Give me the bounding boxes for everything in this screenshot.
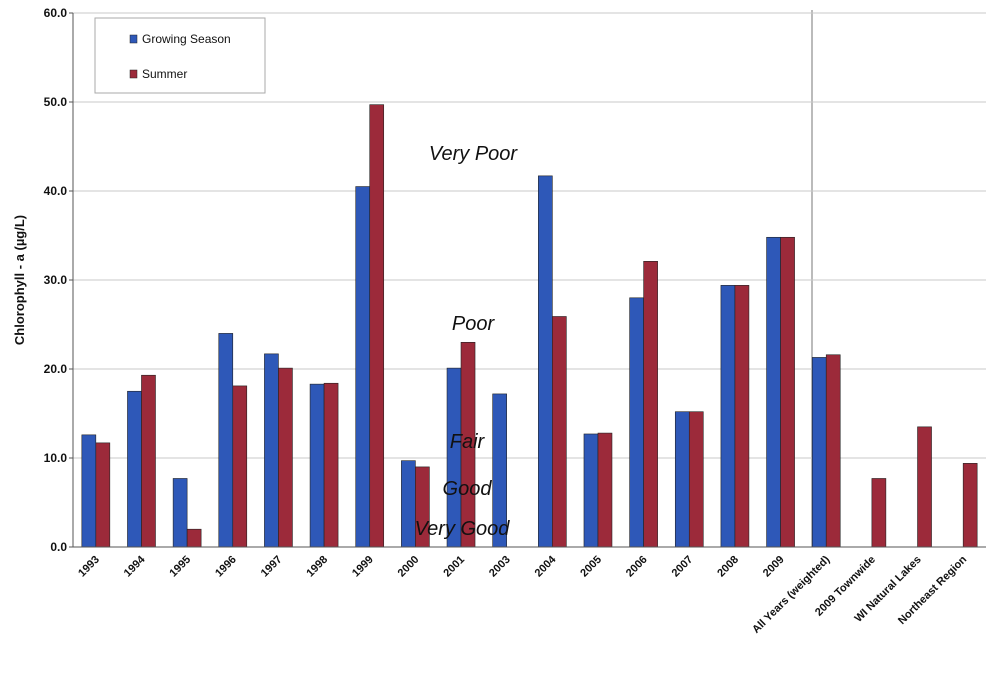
bar: [141, 374, 156, 548]
bar: [643, 261, 658, 548]
x-tick-label: 2001: [441, 554, 467, 580]
x-tick-label: 2005: [578, 554, 604, 580]
legend-box: [94, 17, 266, 94]
bar: [538, 175, 553, 548]
bar: [871, 478, 887, 548]
x-tick-label: 2008: [715, 554, 741, 580]
bar: [688, 411, 704, 548]
bar: [264, 353, 279, 548]
bar: [780, 236, 795, 548]
y-tick-label: 20.0: [44, 362, 68, 376]
bar: [734, 285, 750, 548]
bar: [172, 478, 188, 548]
y-tick-label: 30.0: [44, 273, 68, 287]
bar: [309, 383, 325, 548]
bar: [218, 333, 234, 548]
bar: [401, 460, 416, 548]
bar: [186, 528, 202, 548]
bar: [583, 433, 599, 548]
bar: [355, 186, 371, 548]
annotation: Very Good: [415, 518, 511, 540]
bar: [766, 236, 781, 548]
x-tick-label: 2000: [396, 554, 422, 580]
legend-swatch: [129, 34, 138, 44]
x-tick-label: 1993: [76, 554, 102, 580]
legend-label: Summer: [142, 67, 187, 81]
x-tick-label: 2007: [670, 554, 696, 580]
y-axis-title: Chlorophyll - a (µg/L): [12, 215, 27, 345]
x-tick-label: All Years (weighted): [750, 553, 832, 635]
bar: [720, 285, 736, 548]
bar: [95, 442, 111, 548]
bar: [127, 390, 142, 548]
bar: [597, 432, 613, 548]
x-tick-label: 2009: [761, 554, 787, 580]
x-tick-label: 1999: [350, 554, 376, 580]
bar: [629, 297, 644, 548]
y-tick-label: 10.0: [44, 451, 68, 465]
bar: [811, 357, 827, 548]
x-tick-label: 2004: [533, 553, 559, 579]
bar: [917, 426, 932, 548]
bar: [825, 354, 841, 548]
bar: [232, 385, 248, 548]
bar: [674, 411, 690, 548]
x-tick-label: 1997: [259, 554, 285, 580]
x-tick-label: 1996: [213, 554, 239, 580]
bar: [278, 367, 293, 548]
bar: [962, 463, 978, 548]
x-tick-label: 2003: [487, 554, 513, 580]
y-tick-label: 40.0: [44, 184, 68, 198]
x-tick-label: 1998: [304, 554, 330, 580]
bar: [369, 104, 385, 548]
bar: [81, 434, 97, 548]
legend-swatch: [129, 69, 138, 79]
x-tick-label: 2006: [624, 554, 650, 580]
y-tick-label: 0.0: [50, 540, 67, 554]
legend-label: Growing Season: [142, 32, 231, 46]
annotation: Poor: [452, 313, 496, 335]
bar: [323, 382, 339, 548]
annotation: Very Poor: [429, 143, 519, 165]
x-tick-label: 1994: [122, 553, 148, 579]
x-tick-label: 1995: [167, 554, 193, 580]
bar: [552, 316, 567, 548]
y-tick-label: 50.0: [44, 95, 68, 109]
annotation: Good: [443, 478, 493, 500]
annotation: Fair: [450, 431, 486, 453]
y-tick-label: 60.0: [44, 6, 68, 20]
